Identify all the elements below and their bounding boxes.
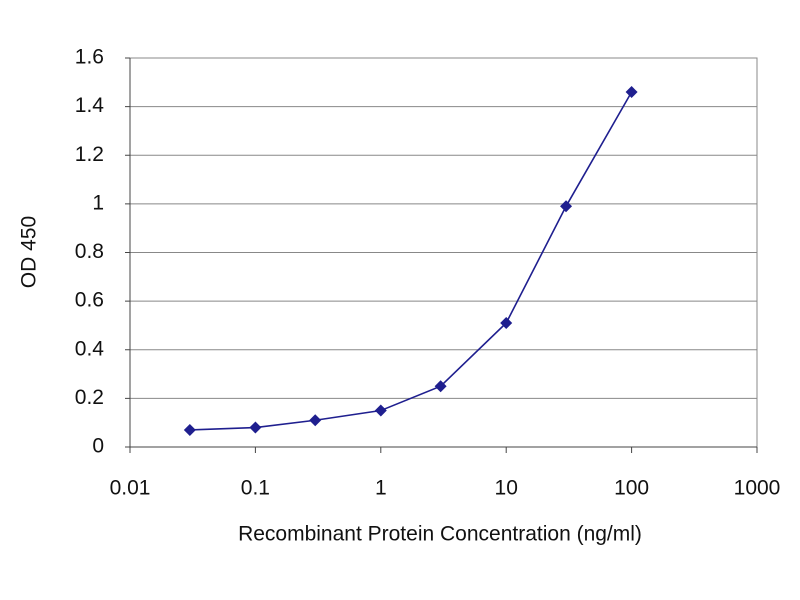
data-point xyxy=(500,317,513,330)
y-tick-label: 0.4 xyxy=(75,337,105,360)
data-point xyxy=(374,404,387,417)
y-tick-label: 0 xyxy=(92,435,104,458)
x-axis-label: Recombinant Protein Concentration (ng/ml… xyxy=(238,523,642,546)
y-tick-label: 1 xyxy=(92,191,104,214)
data-point xyxy=(309,414,322,427)
data-point xyxy=(560,200,573,213)
data-point xyxy=(625,86,638,99)
x-tick-label: 1 xyxy=(375,477,387,500)
y-axis-label: OD 450 xyxy=(18,216,41,288)
x-tick-label: 0.01 xyxy=(110,477,151,500)
y-tick-label: 0.6 xyxy=(75,289,104,312)
data-line xyxy=(189,91,633,431)
data-point xyxy=(183,423,196,436)
y-tick-label: 0.8 xyxy=(75,240,104,263)
x-tick-label: 0.1 xyxy=(241,477,270,500)
x-tick-label: 100 xyxy=(614,477,649,500)
x-tick-label: 1000 xyxy=(734,477,781,500)
data-point xyxy=(434,380,447,393)
y-tick-label: 0.2 xyxy=(75,386,104,409)
data-point xyxy=(249,421,262,434)
y-tick-label: 1.6 xyxy=(75,46,104,69)
x-tick-label: 10 xyxy=(495,477,518,500)
y-tick-label: 1.2 xyxy=(75,143,104,166)
y-tick-label: 1.4 xyxy=(75,94,105,117)
